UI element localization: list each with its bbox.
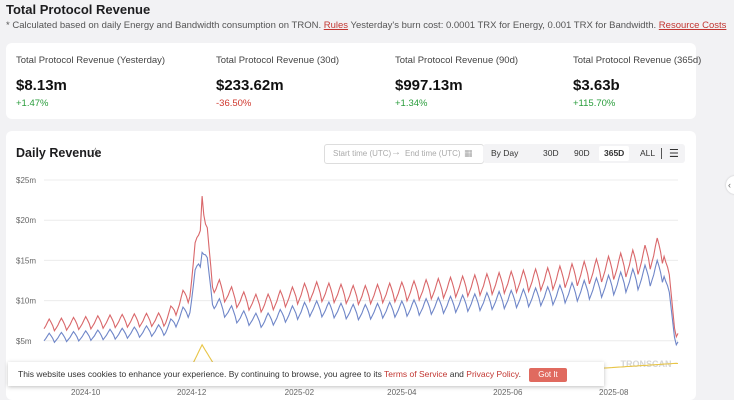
cookie-message: This website uses cookies to enhance you… xyxy=(18,369,382,379)
x-tick-label: 2024-12 xyxy=(177,388,207,397)
stat-change: +115.70% xyxy=(573,98,616,109)
stat-value: $3.63b xyxy=(573,77,620,94)
range-selector: By Day 30D 90D 365D ALL ☰ xyxy=(483,144,685,163)
stat-label: Total Protocol Revenue (365d) xyxy=(573,55,702,66)
x-tick-label: 2025-02 xyxy=(285,388,315,397)
chart-title: Daily Revenue xyxy=(16,146,102,160)
stat-change: +1.47% xyxy=(16,98,49,109)
cookie-banner: This website uses cookies to enhance you… xyxy=(8,362,604,386)
privacy-policy-link[interactable]: Privacy Policy xyxy=(466,369,519,379)
calendar-icon[interactable]: ▦ xyxy=(464,148,473,158)
stat-value: $233.62m xyxy=(216,77,284,94)
star-outline-icon[interactable]: ☆ xyxy=(90,145,101,159)
stat-label: Total Protocol Revenue (90d) xyxy=(395,55,519,66)
stat-value: $997.13m xyxy=(395,77,463,94)
end-time-input[interactable]: End time (UTC) xyxy=(405,149,461,158)
x-tick-label: 2025-06 xyxy=(493,388,523,397)
terms-of-service-link[interactable]: Terms of Service xyxy=(384,369,448,379)
stat-change: +1.34% xyxy=(395,98,428,109)
x-tick-label: 2025-08 xyxy=(599,388,629,397)
stat-label: Total Protocol Revenue (30d) xyxy=(216,55,340,66)
resource-costs-link[interactable]: Resource Costs xyxy=(658,20,727,31)
y-tick-label: $10m xyxy=(16,297,36,306)
stat-value: $8.13m xyxy=(16,77,67,94)
range-90d[interactable]: 90D xyxy=(574,148,590,158)
cookie-period: . xyxy=(518,369,521,379)
note-middle: Yesterday's burn cost: 0.0001 TRX for En… xyxy=(350,20,657,31)
chevron-left-icon[interactable]: ‹ xyxy=(726,176,734,194)
range-30d[interactable]: 30D xyxy=(543,148,559,158)
daily-revenue-chart[interactable]: $25m $20m $15m $10m $5m 2024-10 2024-12 2025-02… xyxy=(6,131,696,400)
calculation-note: * Calculated based on daily Energy and B… xyxy=(6,20,726,31)
x-tick-label: 2025-04 xyxy=(387,388,417,397)
stats-card: Total Protocol Revenue (Yesterday) $8.13… xyxy=(6,43,701,119)
y-tick-label: $25m xyxy=(16,176,36,185)
arrow-right-icon: → xyxy=(391,147,401,158)
start-time-input[interactable]: Start time (UTC) xyxy=(333,149,392,158)
range-all[interactable]: ALL xyxy=(640,148,656,158)
note-prefix: * Calculated based on daily Energy and B… xyxy=(6,20,322,31)
x-tick-label: 2024-10 xyxy=(71,388,101,397)
stat-label: Total Protocol Revenue (Yesterday) xyxy=(16,55,166,66)
stat-change: -36.50% xyxy=(216,98,252,109)
y-tick-label: $20m xyxy=(16,216,36,225)
page-title: Total Protocol Revenue xyxy=(6,2,151,17)
cookie-text: This website uses cookies to enhance you… xyxy=(18,369,521,379)
cookie-and: and xyxy=(449,369,464,379)
divider xyxy=(661,148,662,159)
y-tick-label: $5m xyxy=(16,337,32,346)
hamburger-menu-icon[interactable]: ☰ xyxy=(669,148,679,160)
y-tick-label: $15m xyxy=(16,256,36,265)
daily-revenue-card: Daily Revenue ☆ Start time (UTC) → End t… xyxy=(6,131,696,400)
rules-link[interactable]: Rules xyxy=(323,20,349,31)
series-line-0 xyxy=(43,196,679,339)
got-it-button[interactable]: Got It xyxy=(529,368,567,382)
by-day-dropdown[interactable]: By Day xyxy=(491,148,519,158)
range-365d[interactable]: 365D xyxy=(599,146,630,161)
tronscan-watermark: TRONSCAN xyxy=(621,359,672,369)
series-line-1 xyxy=(43,251,679,347)
